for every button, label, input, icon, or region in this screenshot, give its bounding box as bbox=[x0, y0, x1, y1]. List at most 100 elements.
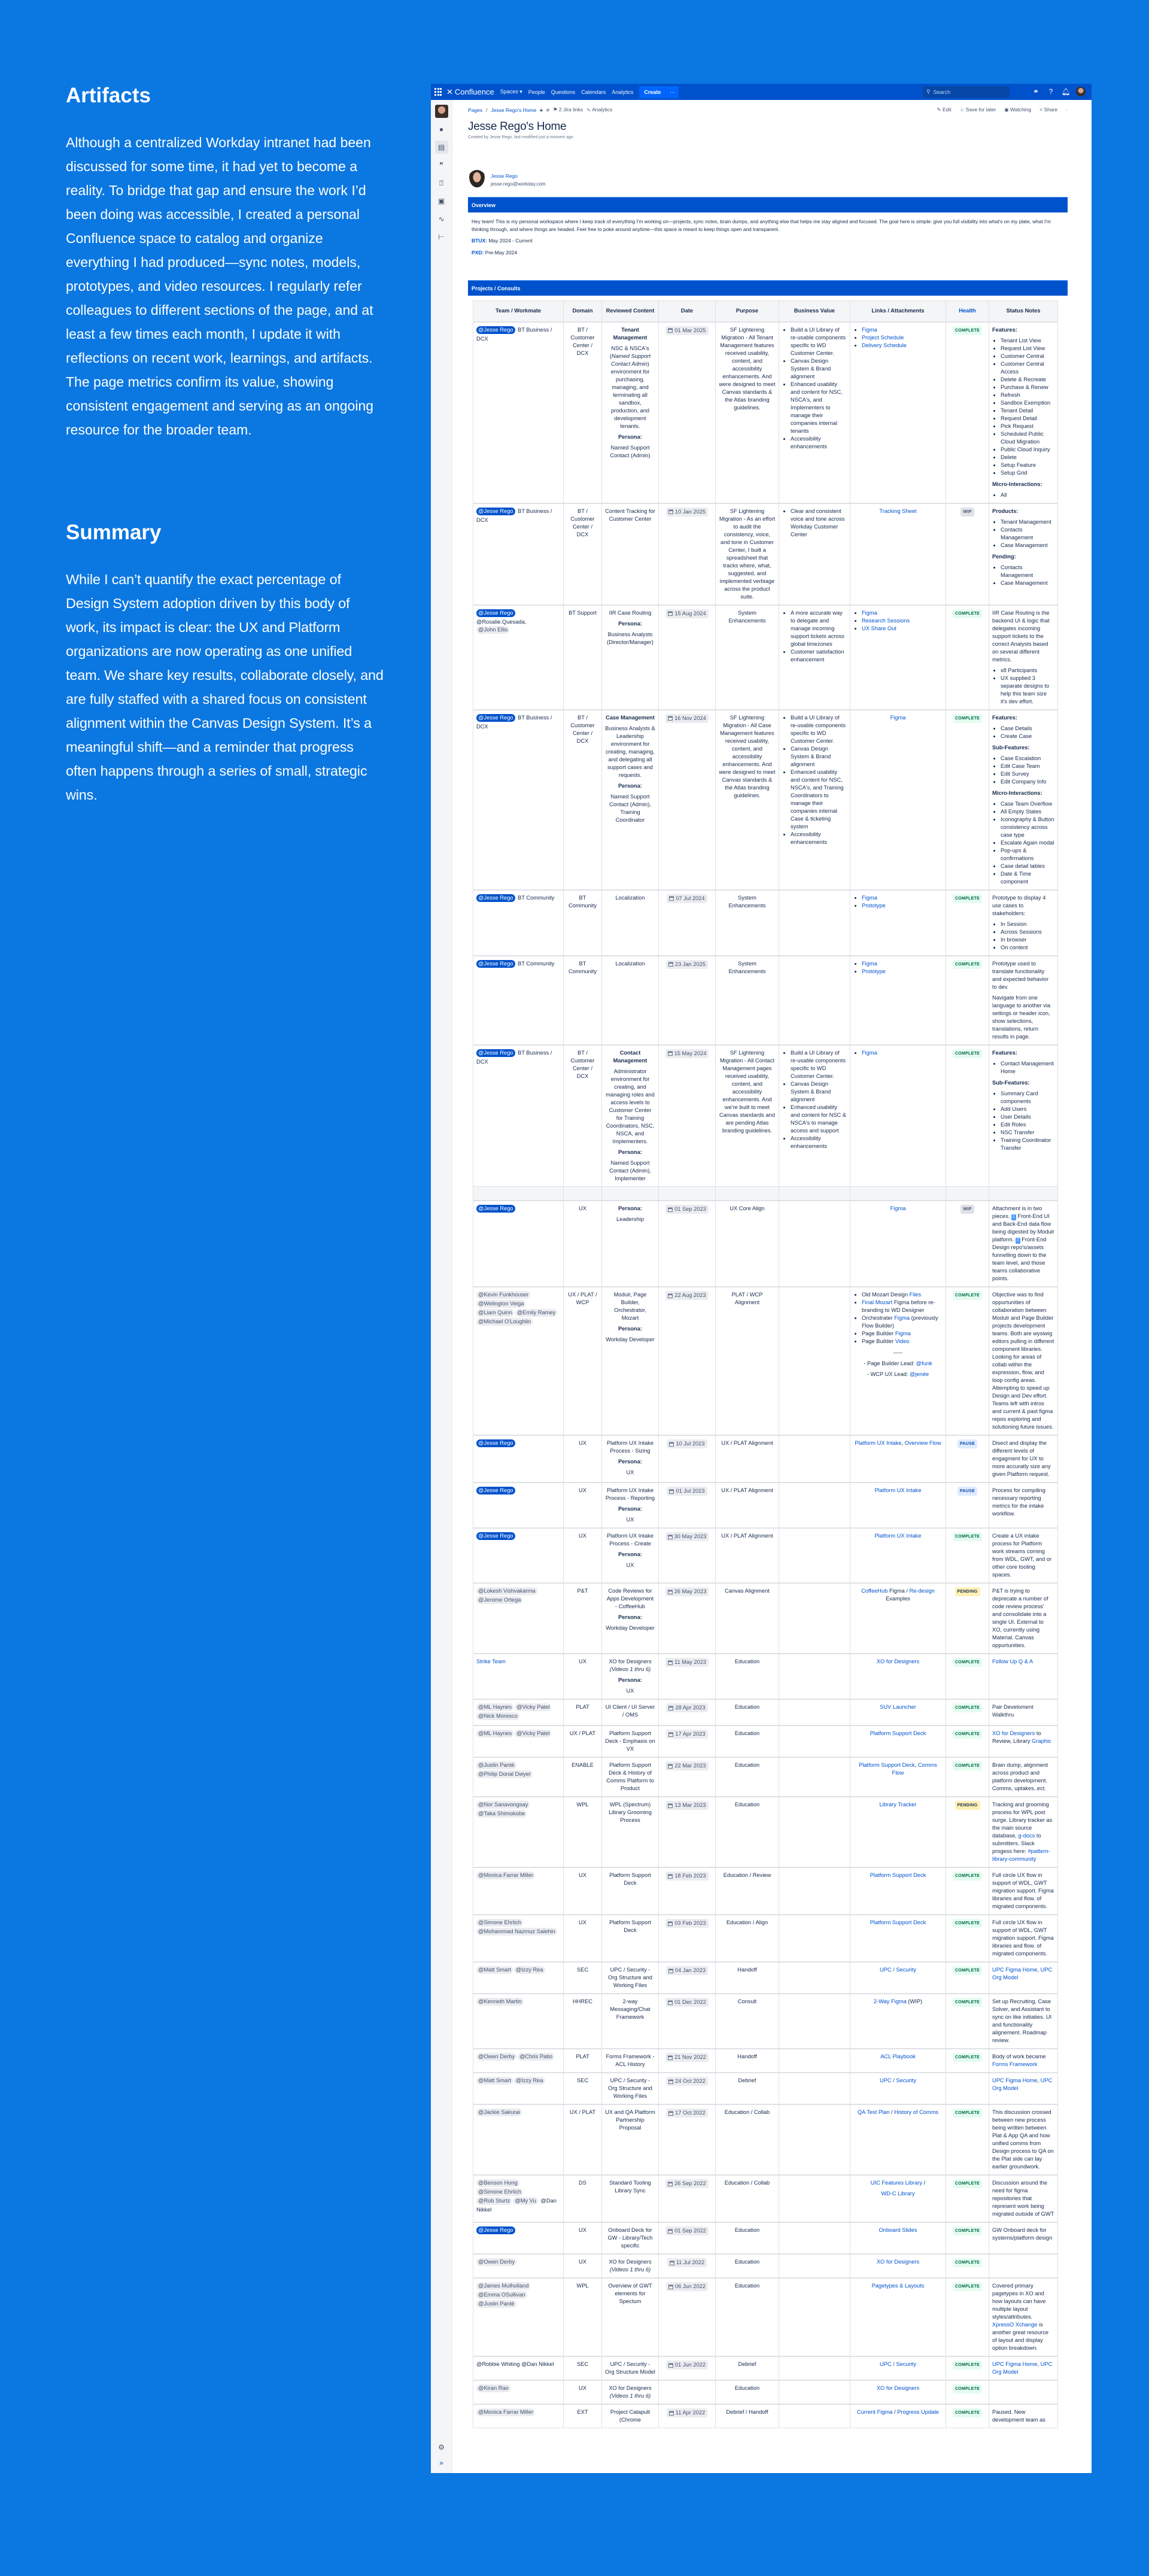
link[interactable]: Final Mozart bbox=[862, 1299, 893, 1305]
link[interactable]: Prototype bbox=[862, 968, 886, 974]
confluence-logo[interactable]: ✕ Confluence bbox=[446, 87, 494, 97]
app-switcher-icon[interactable] bbox=[434, 87, 443, 96]
btux-label[interactable]: BTUX: bbox=[472, 238, 487, 244]
link[interactable]: XO for Designers bbox=[992, 1730, 1035, 1736]
user-mention[interactable]: @Jerome Ortega bbox=[476, 1596, 523, 1604]
watching-button[interactable]: ◉ Watching bbox=[1004, 107, 1031, 113]
user-mention-self[interactable]: @Jesse Rego bbox=[476, 959, 515, 968]
user-mention[interactable]: @Mohammad Nazmuz Salehin bbox=[476, 1928, 557, 1936]
user-mention[interactable]: @Izzy Rea bbox=[513, 2077, 545, 2085]
link[interactable]: #pattern-library-community bbox=[992, 1848, 1050, 1862]
link[interactable]: Research Sessions bbox=[862, 617, 910, 624]
column-header[interactable]: Purpose bbox=[715, 300, 779, 322]
user-mention-self[interactable]: @Jesse Rego bbox=[476, 894, 515, 902]
link[interactable]: Onboard Slides bbox=[879, 2227, 917, 2233]
link[interactable]: Library Tracker bbox=[879, 1802, 917, 1808]
user-mention[interactable]: @Simone Ehrlich bbox=[476, 1919, 523, 1927]
user-mention-self[interactable]: @Jesse Rego bbox=[476, 326, 515, 334]
link[interactable]: UPC / Security bbox=[880, 2361, 916, 2367]
user-mention[interactable]: @Vicky Patel bbox=[515, 1730, 552, 1737]
link[interactable]: Strike Team bbox=[476, 1658, 506, 1664]
user-mention[interactable]: @Kevin Funkhouser bbox=[476, 1291, 531, 1299]
link[interactable]: CoffeeHub bbox=[861, 1588, 888, 1594]
column-header[interactable]: Status Notes bbox=[989, 300, 1058, 322]
link[interactable]: Tracking Sheet bbox=[879, 508, 917, 514]
nav-questions[interactable]: Questions bbox=[551, 89, 576, 95]
link[interactable]: Platform Support Deck bbox=[870, 1872, 926, 1878]
link[interactable]: Figma bbox=[862, 609, 877, 616]
person-icon[interactable]: ● bbox=[439, 125, 444, 133]
nav-spaces[interactable]: Spaces ▾ bbox=[500, 89, 522, 95]
column-header[interactable]: Health bbox=[946, 300, 989, 322]
more-create-button[interactable]: ··· bbox=[665, 86, 679, 98]
link[interactable]: ACL Playbook bbox=[880, 2053, 916, 2059]
user-mention[interactable]: @Izzy Rea bbox=[513, 1966, 545, 1974]
link[interactable]: WD-C Library bbox=[881, 2191, 915, 2197]
column-header[interactable]: Date bbox=[658, 300, 716, 322]
link[interactable]: Figma bbox=[862, 326, 877, 333]
link[interactable]: Figma bbox=[862, 894, 877, 901]
link[interactable]: Project Schedule bbox=[862, 334, 904, 341]
user-mention[interactable]: @Monica Farrar Miller bbox=[476, 2408, 536, 2416]
link[interactable]: Figma bbox=[890, 714, 906, 721]
search-input[interactable]: ⚲ Search bbox=[923, 86, 1010, 98]
user-mention[interactable]: @Matt Smart bbox=[476, 1966, 513, 1974]
link[interactable]: Overview Flow bbox=[904, 1440, 941, 1446]
user-mention[interactable]: @Michael O'Loughlin bbox=[476, 1318, 533, 1326]
user-mention[interactable]: @Liam Quinn bbox=[476, 1309, 514, 1317]
user-mention-self[interactable]: @Jesse Rego bbox=[476, 1205, 515, 1213]
user-mention-self[interactable]: @Jesse Rego bbox=[476, 2226, 515, 2234]
link[interactable]: Follow Up Q & A bbox=[992, 1658, 1034, 1664]
link[interactable]: XO for Designers bbox=[876, 2385, 920, 2391]
user-mention-self[interactable]: @Jesse Rego bbox=[476, 1487, 515, 1494]
link[interactable]: XO for Designers bbox=[876, 2259, 920, 2265]
link[interactable]: Platform UX Intake bbox=[874, 1533, 922, 1539]
link[interactable]: Video bbox=[895, 1338, 910, 1344]
link[interactable]: Pagetypes & Layouts bbox=[871, 2283, 925, 2289]
link[interactable]: Figma bbox=[862, 960, 877, 967]
link[interactable]: Platform UX Intake bbox=[855, 1440, 902, 1446]
link[interactable]: UPC Figma Home bbox=[992, 2077, 1038, 2083]
user-mention[interactable]: @Owen Derby bbox=[476, 2258, 517, 2266]
notifications-icon[interactable]: 🔔︎ bbox=[1061, 87, 1071, 96]
user-mention[interactable]: @Taka Shimokobe bbox=[476, 1810, 527, 1818]
create-button[interactable]: Create bbox=[639, 86, 666, 98]
link[interactable]: UIC Features Library bbox=[870, 2180, 923, 2186]
column-header[interactable]: Links / Attachments bbox=[850, 300, 946, 322]
user-mention[interactable]: @Rob Sturtz bbox=[476, 2197, 512, 2205]
profile-name[interactable]: Jesse Rego bbox=[491, 172, 518, 179]
user-mention-self[interactable]: @Jesse Rego bbox=[476, 1532, 515, 1540]
link[interactable]: Graphic bbox=[1032, 1738, 1051, 1744]
link[interactable]: Platform Support Deck bbox=[870, 1730, 926, 1736]
attachment-icon[interactable]: ⌀ bbox=[546, 107, 549, 113]
edit-button[interactable]: ✎ Edit bbox=[937, 107, 952, 113]
link[interactable]: Comms Flow bbox=[892, 1762, 937, 1776]
link[interactable]: Forms Framework bbox=[992, 2061, 1038, 2067]
link[interactable]: UPC Figma Home bbox=[992, 2361, 1038, 2367]
user-mention[interactable]: @Welington Veiga bbox=[476, 1300, 526, 1308]
link[interactable]: History of Comms bbox=[894, 2109, 939, 2115]
link[interactable]: XpressO Xchange bbox=[992, 2322, 1038, 2328]
link[interactable]: Platform Support Deck bbox=[870, 1919, 926, 1925]
link[interactable]: SUV Launcher bbox=[880, 1704, 916, 1710]
link[interactable]: Platform Support Deck bbox=[859, 1762, 915, 1768]
user-mention[interactable]: @Justin Panté bbox=[476, 2300, 516, 2308]
save-for-later-button[interactable]: ☆ Save for later bbox=[960, 107, 996, 113]
link[interactable]: UX Share Out bbox=[862, 625, 896, 631]
gear-icon[interactable]: ⚙ bbox=[438, 2443, 445, 2452]
analytics-icon[interactable]: ∿ bbox=[438, 215, 445, 223]
quote-icon[interactable]: ❞ bbox=[439, 161, 443, 169]
link[interactable]: Figma bbox=[890, 1205, 906, 1211]
user-mention[interactable]: @Jackie Sakurai bbox=[476, 2109, 522, 2116]
column-header[interactable]: Domain bbox=[563, 300, 602, 322]
user-mention[interactable]: @Monica Farrar Miller bbox=[476, 1872, 536, 1879]
user-mention-self[interactable]: @Jesse Rego bbox=[476, 507, 515, 515]
user-mention[interactable]: @Benson Hong bbox=[476, 2179, 519, 2187]
link[interactable]: g-docs bbox=[1018, 1833, 1035, 1839]
link[interactable]: UPC / Security bbox=[880, 2077, 916, 2083]
binoculars-icon[interactable]: ⚭ bbox=[1032, 87, 1039, 96]
link[interactable]: UPC Figma Home bbox=[992, 1967, 1038, 1973]
calendar-icon[interactable]: ▣ bbox=[437, 197, 445, 205]
link[interactable]: UPC Org Model bbox=[992, 2077, 1053, 2091]
user-mention-self[interactable]: @Jesse Rego bbox=[476, 713, 515, 722]
